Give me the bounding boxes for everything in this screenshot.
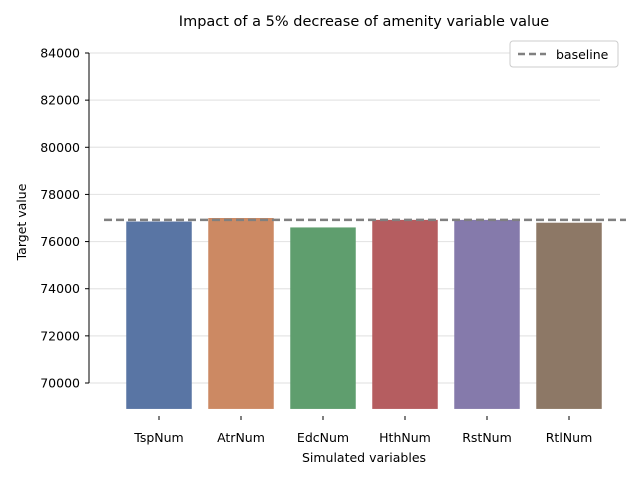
chart-title: Impact of a 5% decrease of amenity varia… <box>179 14 549 30</box>
x-tick-label: RstNum <box>462 430 512 445</box>
y-tick-label: 76000 <box>40 234 80 249</box>
y-tick-label: 78000 <box>40 187 80 202</box>
y-tick-label: 84000 <box>40 46 80 61</box>
y-tick-label: 70000 <box>40 376 80 391</box>
x-tick-label: HthNum <box>379 430 431 445</box>
x-tick-label: RtlNum <box>546 430 593 445</box>
bar-rstnum <box>454 219 520 409</box>
y-tick-label: 74000 <box>40 281 80 296</box>
x-tick-label: EdcNum <box>297 430 349 445</box>
bar-rtlnum <box>536 222 602 409</box>
bars <box>126 218 602 409</box>
legend: baseline <box>509 40 619 68</box>
y-tick-label: 72000 <box>40 328 80 343</box>
x-axis-title: Simulated variables <box>302 450 426 465</box>
bar-edcnum <box>290 227 356 409</box>
y-tick-label: 80000 <box>40 140 80 155</box>
bar-tspnum <box>126 221 192 409</box>
y-axis-title: Target value <box>14 183 29 261</box>
bar-atrnum <box>208 218 274 409</box>
bar-hthnum <box>372 219 438 409</box>
x-tick-label: AtrNum <box>217 430 265 445</box>
x-tick-label: TspNum <box>133 430 183 445</box>
x-ticks: TspNum AtrNum EdcNum HthNum RstNum RtlNum <box>133 416 592 445</box>
y-tick-label: 82000 <box>40 93 80 108</box>
legend-box <box>509 40 619 68</box>
legend-baseline-label: baseline <box>556 47 609 62</box>
y-ticks: 70000 72000 74000 76000 78000 80000 82000 84000 <box>40 46 89 391</box>
